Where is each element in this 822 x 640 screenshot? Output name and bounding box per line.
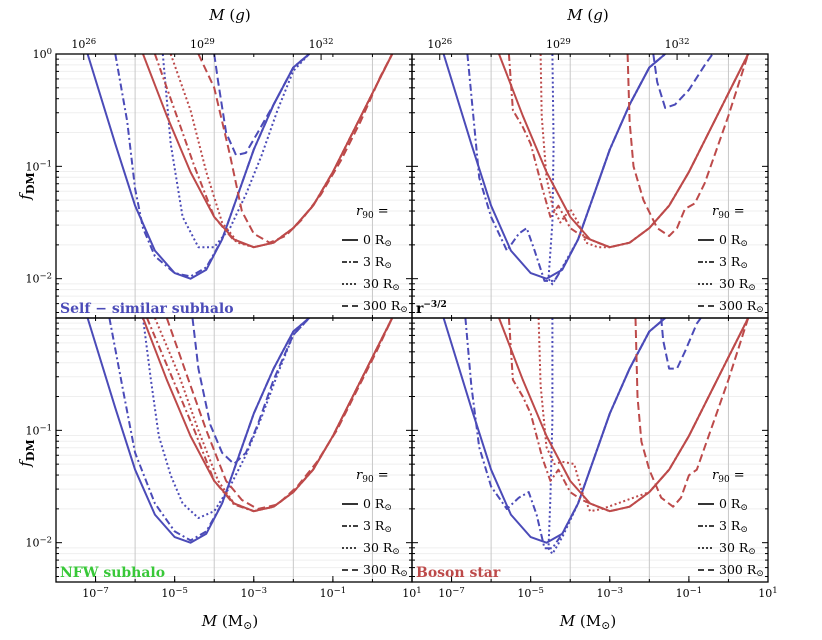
x-tick-label: 10−5 [517,586,544,600]
top-xlabel-right: M (g) [566,6,608,24]
ylabel-top: fDM [16,172,37,200]
series-blue-dashed [660,318,702,370]
series-blue-dotted [161,54,310,249]
legend-label: 0 R⊙ [719,496,748,513]
series-group [86,318,394,544]
legend: r90 = 0 R⊙ 3 R⊙ 30 R⊙ 300 R⊙ [698,468,764,579]
legend-title: r90 = [356,468,389,485]
legend-label: 30 R⊙ [719,540,756,557]
series-blue-dashdot [466,54,666,282]
series-group [86,54,394,280]
bottom-xlabel-right: M (M⊙) [559,612,616,632]
bottom-xlabel-left: M (M⊙) [201,612,258,632]
panel-frame [55,53,413,319]
x-tick-label: 101 [758,586,777,600]
panel-label: NFW subhalo [60,565,165,581]
series-blue-dashed [213,54,310,157]
series-red-dashdot [507,54,750,249]
x-tick-label: 10−7 [82,586,109,600]
legend-label: 3 R⊙ [363,518,392,535]
top-xlabel-left: M (g) [208,6,250,24]
panel-power-law: 1026 1029 1032 r90 = 0 R⊙ 3 R⊙ 30 R⊙ 300 R⊙ r−3/… [411,37,769,319]
series-blue-dotted [547,318,666,555]
legend-title: r90 = [712,204,745,221]
top-tick-label: 1032 [309,37,334,51]
y-tick-label: 10−1 [25,423,52,437]
x-tick-label: 10−3 [241,586,268,600]
series-blue-dashed [191,318,310,465]
panels: 1026 1029 1032 100 10−1 10−2 r90 = 0 R⊙ 3 R⊙ 30 R… [25,37,777,600]
legend-label: 300 R⊙ [719,298,764,315]
legend-label: 30 R⊙ [363,276,400,293]
series-blue-dashdot [464,318,666,550]
legend-label: 30 R⊙ [719,276,756,293]
series-red-solid [142,54,394,249]
top-tick-label: 1029 [190,37,215,51]
legend-label: 3 R⊙ [719,254,748,271]
series-red-dashed [626,54,750,237]
panel-label: Self − similar subhalo [60,301,234,317]
y-tick-label: 10−1 [25,159,52,173]
series-red-solid [142,318,394,513]
series-group [442,318,750,555]
series-blue-dotted [547,54,666,286]
top-tick-label: 1026 [71,37,96,51]
series-red-dashdot [507,318,750,513]
legend-label: 3 R⊙ [363,254,392,271]
y-tick-label: 10−2 [25,272,52,286]
y-tick-label: 10−2 [25,536,52,550]
top-tick-label: 1026 [427,37,452,51]
y-tick-label: 100 [33,47,52,61]
x-tick-label: 10−7 [438,586,465,600]
series-group [442,54,750,286]
series-blue-dashdot [108,318,310,542]
x-tick-label: 10−5 [161,586,188,600]
legend-title: r90 = [356,204,389,221]
panel-label: Boson star [416,565,501,581]
legend-label: 3 R⊙ [719,518,748,535]
series-red-dashdot [153,54,394,249]
top-tick-label: 1032 [665,37,690,51]
series-red-solid [498,318,750,513]
legend-title: r90 = [712,468,745,485]
legend-label: 0 R⊙ [719,232,748,249]
series-red-dotted [153,318,394,513]
panel-self-similar: 1026 1029 1032 100 10−1 10−2 r90 = 0 R⊙ 3 R⊙ 30 R… [25,37,413,319]
series-red-dotted [537,318,750,513]
x-tick-label: 101 [402,586,421,600]
panel-nfw: 10−7 10−5 10−3 10−1 101 10−1 10−2 r90 = 0 R⊙ 3 R⊙… [25,317,422,600]
legend-label: 300 R⊙ [363,562,408,579]
series-red-solid [498,54,750,249]
x-tick-label: 10−3 [597,586,624,600]
axis-titles: M (g) M (g) M (M⊙) M (M⊙) fDM fDM [16,6,616,632]
legend: r90 = 0 R⊙ 3 R⊙ 30 R⊙ 300 R⊙ [342,204,408,315]
legend: r90 = 0 R⊙ 3 R⊙ 30 R⊙ 300 R⊙ [698,204,764,315]
legend-label: 0 R⊙ [363,496,392,513]
legend-label: 300 R⊙ [363,298,408,315]
legend-label: 300 R⊙ [719,562,764,579]
series-red-dashed [634,318,750,508]
panel-boson-star: 10−7 10−5 10−3 10−1 101 r90 = 0 R⊙ 3 R⊙ 30 R⊙ 300… [411,317,778,600]
panel-frame [411,53,769,319]
top-tick-label: 1029 [546,37,571,51]
panel-label: r−3/2 [416,300,447,317]
ylabel-bottom: fDM [16,439,37,467]
legend: r90 = 0 R⊙ 3 R⊙ 30 R⊙ 300 R⊙ [342,468,408,579]
legend-label: 30 R⊙ [363,540,400,557]
series-red-dotted [539,54,750,249]
series-red-dashed [197,54,394,244]
series-red-dashdot [146,318,394,513]
panel-frame [411,317,769,583]
x-tick-label: 10−1 [676,586,703,600]
x-tick-label: 10−1 [320,586,347,600]
legend-label: 0 R⊙ [363,232,392,249]
panel-frame [55,317,413,583]
series-red-dashed [165,318,394,510]
series-blue-dashed [652,54,714,109]
